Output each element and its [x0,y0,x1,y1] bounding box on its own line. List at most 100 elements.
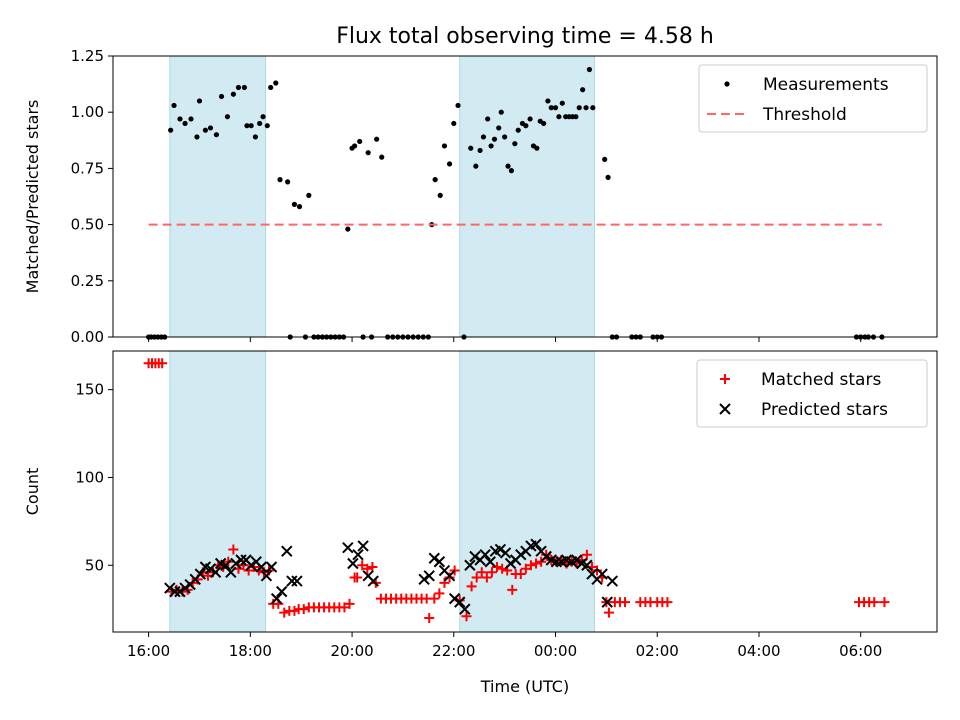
data-point [260,114,266,120]
data-point [213,132,220,138]
legend-marker [719,403,731,415]
data-point [499,547,512,559]
data-point [512,141,518,147]
data-point [540,550,552,563]
data-point [441,143,448,149]
data-point [534,145,540,151]
data-point [273,80,279,86]
data-point [606,575,619,587]
data-point [515,569,526,580]
data-point [507,584,518,595]
data-point [257,120,263,127]
data-point [428,552,440,564]
data-point [879,597,890,608]
x-tick-label: 16:00 [127,642,170,660]
data-point [476,567,487,578]
y-tick-label: 50 [85,556,104,574]
x-tick-label: 00:00 [534,642,577,660]
data-point [590,105,596,111]
data-point [477,147,483,154]
data-point [230,557,242,570]
data-point [484,556,496,568]
data-point [182,120,188,127]
data-point [230,91,236,97]
data-point [479,549,491,561]
data-point [228,544,239,555]
x-tick-label: 06:00 [839,642,882,660]
data-point [264,123,270,129]
data-point [443,570,456,582]
data-point [424,612,435,623]
data-point [196,98,203,104]
data-point [418,573,430,586]
data-point [571,554,583,566]
data-point [171,102,177,109]
data-point [536,556,547,567]
x-axis-label: Time (UTC) [480,677,569,696]
legend-marker [720,374,730,384]
data-point [466,581,477,592]
data-point [168,127,174,133]
data-point [469,550,481,563]
data-point [339,602,350,613]
data-point [481,572,492,583]
data-point [448,592,461,605]
data-point [277,177,283,183]
x-tick-label: 22:00 [432,642,475,660]
data-point [541,549,552,560]
data-point [592,565,603,576]
data-point [583,105,589,111]
data-point [235,84,242,91]
data-point [573,114,579,120]
data-point [209,566,222,578]
data-point [515,127,521,133]
y-tick-label: 0.00 [71,328,104,346]
data-point [530,538,542,550]
data-point [434,588,445,599]
data-point [194,134,200,140]
legend-marker [724,81,730,87]
top-legend: Measurements Threshold [698,64,928,133]
data-point [179,582,191,594]
bottom-axes-frame [112,350,938,633]
data-point [218,93,225,100]
y-tick-label: 1.25 [71,47,104,65]
top-shaded-span-1 [459,55,596,338]
data-point [576,105,582,111]
data-point [432,177,438,183]
data-point [559,100,565,106]
data-point [548,105,554,111]
data-point [169,585,181,598]
data-point [550,556,563,568]
data-point [194,568,207,580]
y-tick-label: 0.75 [71,159,104,177]
data-point [342,541,354,554]
data-point [188,116,194,122]
data-point [281,545,293,557]
data-point [485,116,491,122]
data-point [446,161,453,167]
data-point [486,567,497,578]
data-point [525,560,536,571]
data-point [527,116,533,122]
data-point [620,597,631,608]
data-point [492,562,503,573]
data-point [523,123,529,129]
data-point [580,87,586,93]
top-y-axis-label: Matched/Predicted stars [23,100,42,294]
data-point [207,125,214,131]
data-point [494,543,507,556]
data-point [541,120,547,127]
bottom-shaded-span-1 [459,350,596,633]
x-tick-label: 04:00 [737,642,780,660]
chart-title: Flux total observing time = 4.58 h [336,24,714,49]
data-point [202,127,209,133]
data-point [270,592,283,605]
data-point [451,120,457,127]
data-point [504,557,517,570]
data-point [357,138,363,145]
data-point [248,123,254,129]
data-point [225,566,237,578]
data-point [260,570,273,582]
